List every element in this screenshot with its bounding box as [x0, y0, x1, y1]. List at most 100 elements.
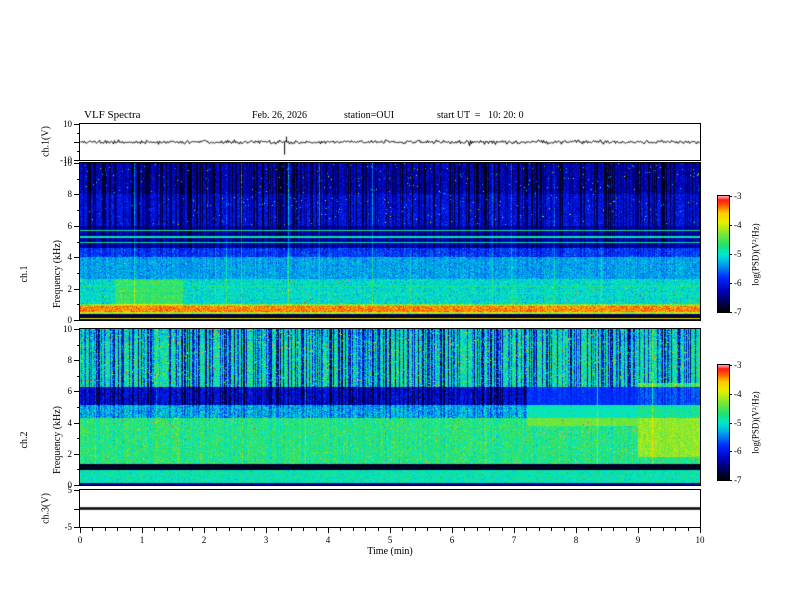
x-tick-label: 8	[573, 535, 579, 545]
y-minor-tick	[77, 375, 80, 377]
colorbar-tick	[729, 365, 732, 366]
y-tick	[74, 360, 80, 362]
x-minor-tick	[191, 528, 193, 531]
x-tick	[390, 528, 391, 533]
x-tick	[514, 528, 515, 533]
ch3-voltage-ylabel: ch.3(V)	[40, 493, 52, 524]
x-minor-tick	[166, 528, 168, 531]
y-tick-label: -10	[60, 155, 72, 165]
y-tick	[74, 288, 80, 290]
x-axis-label: Time (min)	[367, 546, 413, 557]
y-tick-label: 10	[63, 119, 72, 129]
x-minor-tick	[476, 528, 478, 531]
x-tick	[328, 528, 329, 533]
colorbar-tick	[729, 451, 732, 453]
colorbar-tick-label: -5	[734, 249, 742, 259]
colorbar-tick	[729, 480, 732, 481]
x-minor-tick	[179, 528, 181, 531]
y-minor-tick	[77, 272, 80, 274]
y-tick	[74, 160, 80, 161]
x-minor-tick	[402, 528, 404, 531]
x-minor-tick	[129, 528, 131, 531]
y-tick-label: 8	[67, 355, 73, 366]
colorbar-ch1-label: log(PSD)(V²/Hz)	[750, 223, 761, 286]
x-minor-tick	[439, 528, 441, 531]
ch1-waveform-canvas	[80, 124, 700, 160]
x-tick-label: 2	[201, 535, 207, 545]
colorbar-tick-label: -6	[734, 446, 742, 457]
plot-station: station=OUI	[344, 110, 395, 121]
colorbar-tick-label: -7	[734, 475, 742, 485]
x-minor-tick	[588, 528, 590, 531]
y-minor-tick	[77, 344, 80, 346]
y-tick	[74, 163, 80, 164]
y-minor-tick	[77, 469, 80, 471]
x-tick-label: 10	[695, 535, 705, 545]
y-tick	[74, 508, 80, 510]
y-tick-label: 2	[67, 448, 73, 459]
plot-title: VLF Spectra	[84, 109, 141, 121]
plot-date: Feb. 26, 2026	[252, 110, 307, 121]
y-tick	[74, 124, 80, 125]
x-tick-label: 3	[263, 535, 269, 545]
x-tick-label: 7	[511, 535, 517, 545]
y-minor-tick	[77, 407, 80, 408]
x-minor-tick	[613, 528, 615, 531]
colorbar-ch1-canvas	[718, 196, 729, 312]
x-tick	[80, 528, 81, 533]
x-minor-tick	[303, 528, 305, 531]
x-minor-tick	[600, 528, 602, 531]
ch1-spectrogram-ylabel: ch.1 Frequency (kHz)	[0, 209, 85, 339]
x-minor-tick	[675, 528, 677, 531]
x-minor-tick	[501, 528, 503, 531]
x-minor-tick	[563, 528, 565, 531]
x-minor-tick	[104, 528, 106, 531]
y-tick-label: 6	[67, 220, 73, 231]
colorbar-tick-label: -7	[734, 307, 742, 317]
x-minor-tick	[427, 528, 429, 531]
x-minor-tick	[253, 528, 255, 531]
colorbar-tick	[729, 196, 732, 197]
y-tick	[74, 422, 80, 424]
colorbar-tick-label: -5	[734, 417, 742, 428]
ylabel-line: ch.1	[19, 265, 30, 283]
x-minor-tick	[464, 528, 466, 531]
y-tick-label: 8	[67, 189, 73, 200]
y-minor-tick	[77, 304, 80, 306]
colorbar-tick	[729, 393, 732, 395]
y-tick	[74, 391, 80, 393]
colorbar-tick-label: -4	[734, 388, 742, 399]
y-tick	[74, 490, 80, 491]
ylabel-line: ch.2	[19, 431, 30, 449]
colorbar-tick-label: -3	[734, 360, 742, 370]
y-tick-label: 5	[67, 485, 73, 495]
x-minor-tick	[526, 528, 528, 531]
y-minor-tick	[77, 178, 80, 180]
x-minor-tick	[650, 528, 652, 531]
x-minor-tick	[117, 528, 119, 531]
x-minor-tick	[154, 528, 156, 531]
y-tick-label: 6	[67, 386, 73, 397]
colorbar-tick-label: -3	[734, 191, 742, 201]
y-tick	[74, 194, 80, 196]
x-tick-label: 9	[635, 535, 641, 545]
x-minor-tick	[365, 528, 367, 531]
y-tick-label: -5	[64, 522, 73, 532]
y-tick	[74, 257, 80, 259]
x-tick	[204, 528, 205, 533]
y-minor-tick	[77, 241, 80, 243]
y-tick	[74, 225, 80, 227]
colorbar-tick	[729, 225, 732, 226]
colorbar-ch2-canvas	[718, 365, 729, 480]
ch3-waveform-canvas	[80, 490, 700, 527]
y-tick-label: 2	[67, 283, 73, 294]
x-minor-tick	[92, 528, 94, 531]
colorbar-tick-label: -6	[734, 278, 742, 288]
x-tick	[142, 528, 143, 533]
colorbar-tick	[729, 283, 732, 284]
y-tick-label: 10	[63, 158, 72, 168]
x-minor-tick	[352, 528, 354, 531]
x-minor-tick	[315, 528, 317, 531]
x-tick-label: 5	[387, 535, 393, 545]
y-tick	[74, 527, 80, 528]
